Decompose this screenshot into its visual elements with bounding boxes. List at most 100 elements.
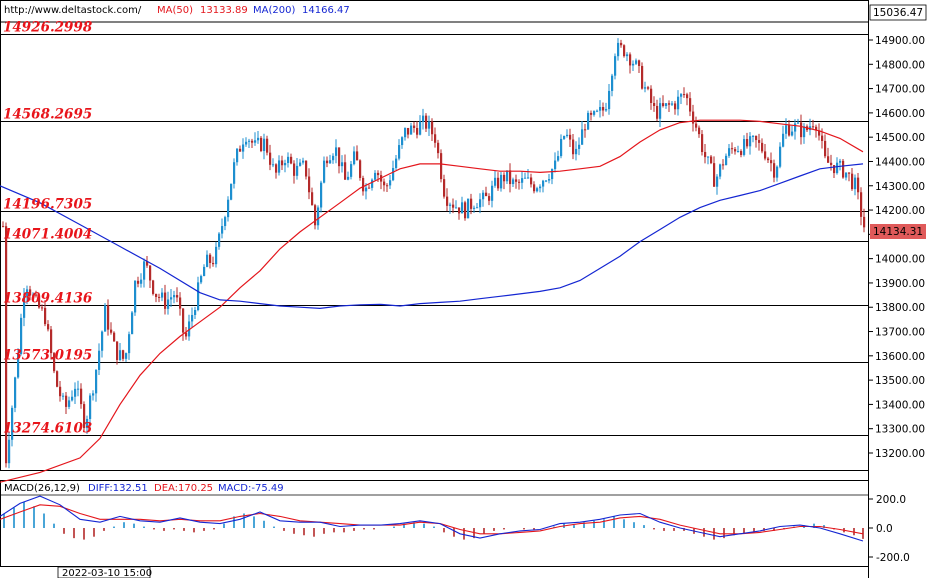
candle-body [722, 164, 725, 166]
candle-body [212, 262, 215, 265]
candle-body [542, 180, 545, 187]
price-tick-label: 14000.00 [875, 254, 925, 266]
candle-body [284, 163, 287, 166]
candle-body [476, 207, 479, 209]
candle-body [770, 160, 773, 164]
candle-body [248, 140, 251, 142]
candle-body [821, 135, 824, 141]
candle-body [221, 226, 224, 234]
candle-body [368, 187, 371, 189]
candle-body [590, 112, 593, 115]
candle-body [815, 126, 818, 131]
level-label-0: 14926.2998 [3, 20, 93, 36]
candle-body [473, 207, 476, 209]
candle-body [383, 181, 386, 186]
price-tick-label: 14200.00 [875, 205, 925, 217]
candle-body [497, 177, 500, 189]
candle-body [545, 180, 548, 182]
candle-body [245, 141, 248, 145]
candle-body [311, 192, 314, 206]
candle-body [659, 103, 662, 119]
candle-body [71, 396, 74, 401]
candle-body [707, 156, 710, 158]
candle-body [104, 305, 107, 332]
candle-body [407, 127, 410, 135]
candle-body [614, 56, 617, 76]
candle-body [518, 181, 521, 183]
candle-body [236, 148, 239, 163]
candle-body [803, 126, 806, 138]
candle-body [629, 54, 632, 66]
candle-body [164, 292, 167, 309]
candle-body [641, 65, 644, 89]
level-label-1: 14568.2695 [3, 107, 92, 123]
candle-body [152, 280, 155, 294]
candle-body [65, 395, 68, 407]
candle-body [611, 75, 614, 91]
candle-body [416, 127, 419, 135]
candle-body [605, 109, 608, 111]
candle-body [347, 176, 350, 180]
candle-body [275, 164, 278, 173]
candle-body [278, 160, 281, 173]
candle-body [761, 142, 764, 152]
candle-body [377, 172, 380, 176]
candle-body [239, 148, 242, 152]
candle-body [677, 96, 680, 110]
candle-body [599, 107, 602, 111]
candle-body [620, 42, 623, 46]
candle-body [92, 393, 95, 396]
candle-body [695, 123, 698, 128]
candle-body [44, 307, 47, 325]
candle-body [617, 42, 620, 57]
candle-body [137, 280, 140, 284]
macd-dea: DEA:170.25 [154, 483, 213, 494]
candle-body [812, 126, 815, 128]
candle-body [365, 187, 368, 192]
candle-body [224, 217, 227, 227]
candle-body [194, 309, 197, 315]
candle-body [167, 299, 170, 309]
candle-body [251, 140, 254, 143]
candle-body [341, 162, 344, 167]
candle-body [392, 167, 395, 181]
candle-body [356, 151, 359, 161]
candle-body [170, 297, 173, 300]
candle-body [485, 192, 488, 197]
candle-body [179, 297, 182, 309]
candle-body [500, 174, 503, 189]
candle-body [728, 148, 731, 156]
candle-body [635, 60, 638, 64]
candle-body [797, 122, 800, 124]
candle-body [488, 196, 491, 201]
candle-body [467, 198, 470, 219]
candle-body [680, 94, 683, 97]
candle-body [389, 180, 392, 186]
candle-body [455, 207, 458, 209]
price-tick-label: 14500.00 [875, 132, 925, 144]
candle-body [182, 308, 185, 333]
candle-body [638, 60, 641, 66]
candle-body [437, 142, 440, 154]
site-url[interactable]: http://www.deltastock.com/ [4, 5, 142, 16]
candle-body [647, 87, 650, 89]
candle-body [419, 121, 422, 135]
candle-body [107, 305, 110, 330]
candle-body [644, 87, 647, 89]
candle-body [836, 162, 839, 174]
candle-body [602, 107, 605, 111]
candle-body [38, 295, 41, 308]
candle-body [287, 156, 290, 164]
price-tick-label: 13900.00 [875, 278, 925, 290]
candle-body [395, 158, 398, 168]
candle-body [491, 185, 494, 201]
candle-body [482, 192, 485, 200]
candle-body [206, 254, 209, 267]
candle-body [149, 265, 152, 281]
candle-body [650, 88, 653, 103]
candle-body [200, 276, 203, 283]
candle-body [515, 179, 518, 182]
candle-body [521, 178, 524, 183]
